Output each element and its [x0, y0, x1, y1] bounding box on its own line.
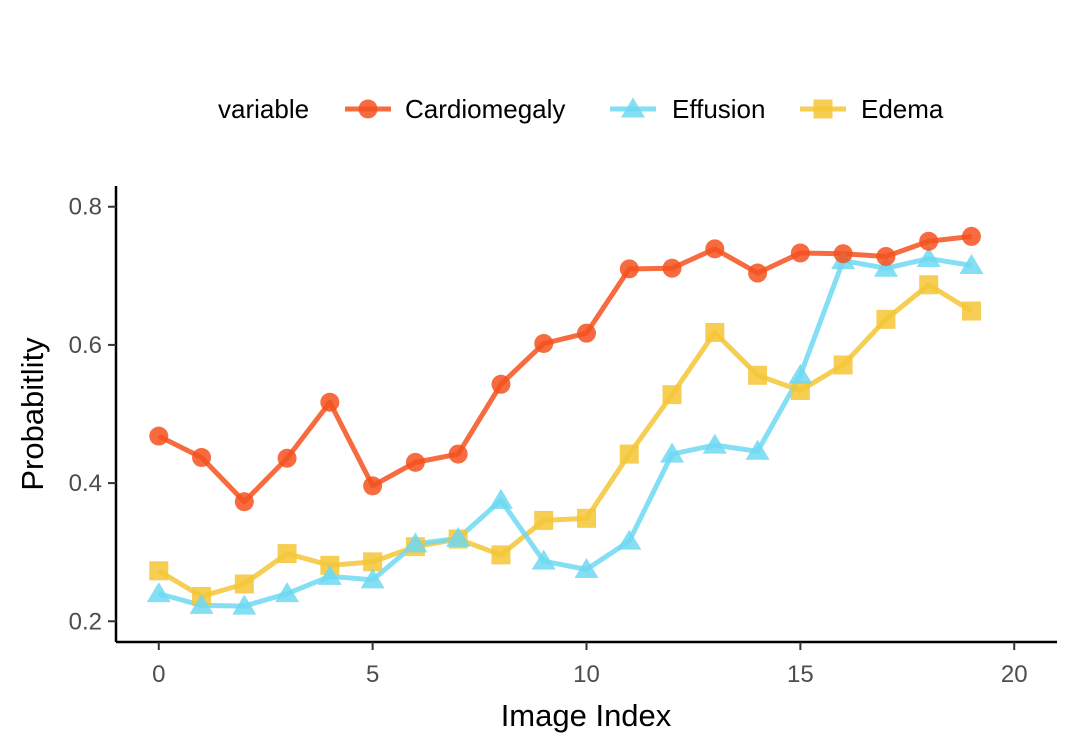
legend-item-cardiomegaly: Cardiomegaly [345, 94, 565, 124]
data-point-edema [363, 552, 383, 572]
data-point-effusion [189, 593, 214, 614]
y-axis-title: Probabitlity [15, 337, 50, 491]
data-point-cardiomegaly [790, 243, 810, 263]
data-point-edema [534, 510, 554, 530]
y-tick-label: 0.2 [69, 608, 102, 635]
data-point-effusion [317, 564, 342, 585]
data-point-effusion [788, 363, 813, 384]
y-tick-label: 0.8 [69, 194, 102, 221]
data-point-cardiomegaly [491, 374, 511, 394]
data-point-edema [619, 444, 639, 464]
data-point-effusion [574, 557, 599, 578]
data-point-effusion [275, 582, 300, 603]
data-point-cardiomegaly [876, 246, 896, 266]
legend-marker-cardiomegaly [358, 99, 378, 119]
data-point-effusion [531, 549, 556, 570]
data-point-effusion [873, 256, 898, 277]
data-point-effusion [360, 568, 385, 589]
series-line-effusion [158, 256, 972, 609]
data-point-cardiomegaly [448, 444, 468, 464]
legend-label-cardiomegaly: Cardiomegaly [405, 94, 565, 124]
data-point-cardiomegaly [833, 244, 853, 264]
x-tick-label: 0 [152, 661, 165, 688]
y-tick-label: 0.6 [69, 332, 102, 359]
data-point-cardiomegaly [192, 448, 212, 468]
legend-item-effusion: Effusion [610, 94, 765, 124]
legend-item-edema: Edema [800, 94, 944, 124]
legend-label-edema: Edema [861, 94, 944, 124]
data-point-edema [491, 545, 511, 565]
data-point-edema [662, 385, 682, 405]
legend-label-effusion: Effusion [672, 94, 765, 124]
legend-marker-edema [813, 99, 833, 119]
data-point-cardiomegaly [961, 226, 981, 246]
data-point-effusion [146, 582, 171, 603]
data-point-cardiomegaly [748, 263, 768, 283]
x-axis-title: Image Index [501, 698, 672, 733]
data-point-cardiomegaly [234, 492, 254, 512]
data-point-edema [748, 365, 768, 385]
data-point-cardiomegaly [320, 392, 340, 412]
y-tick-label: 0.4 [69, 470, 102, 497]
x-tick-label: 20 [1001, 661, 1028, 688]
data-point-effusion [916, 247, 941, 268]
legend-title: variable [218, 94, 309, 124]
data-point-cardiomegaly [149, 426, 169, 446]
data-point-edema [277, 544, 297, 564]
data-point-effusion [959, 253, 984, 274]
data-point-edema [234, 574, 254, 594]
data-point-edema [577, 508, 596, 528]
data-point-effusion [660, 442, 685, 463]
legend-marker-effusion [621, 97, 645, 118]
data-point-edema [961, 301, 981, 321]
data-point-effusion [702, 433, 727, 454]
data-point-cardiomegaly [577, 323, 596, 343]
data-point-edema [876, 309, 896, 329]
data-point-edema [790, 381, 810, 401]
data-point-cardiomegaly [534, 334, 554, 354]
data-point-effusion [403, 532, 428, 553]
data-point-effusion [488, 488, 513, 509]
data-point-edema [919, 275, 939, 295]
data-point-cardiomegaly [619, 259, 639, 279]
data-point-cardiomegaly [662, 258, 682, 278]
data-point-edema [149, 561, 169, 581]
data-point-effusion [446, 526, 471, 547]
data-point-cardiomegaly [919, 231, 939, 251]
x-tick-label: 5 [366, 661, 379, 688]
data-point-edema [705, 322, 725, 342]
legend: variable Cardiomegaly Effusion Edema [218, 94, 944, 124]
data-point-effusion [617, 529, 642, 550]
x-tick-label: 10 [573, 661, 600, 688]
data-point-effusion [232, 594, 257, 615]
data-point-cardiomegaly [277, 448, 297, 468]
data-point-cardiomegaly [405, 452, 425, 472]
data-point-cardiomegaly [705, 239, 725, 259]
data-point-edema [833, 355, 853, 375]
data-point-effusion [745, 439, 770, 460]
x-tick-label: 15 [787, 661, 814, 688]
data-point-cardiomegaly [363, 476, 383, 496]
